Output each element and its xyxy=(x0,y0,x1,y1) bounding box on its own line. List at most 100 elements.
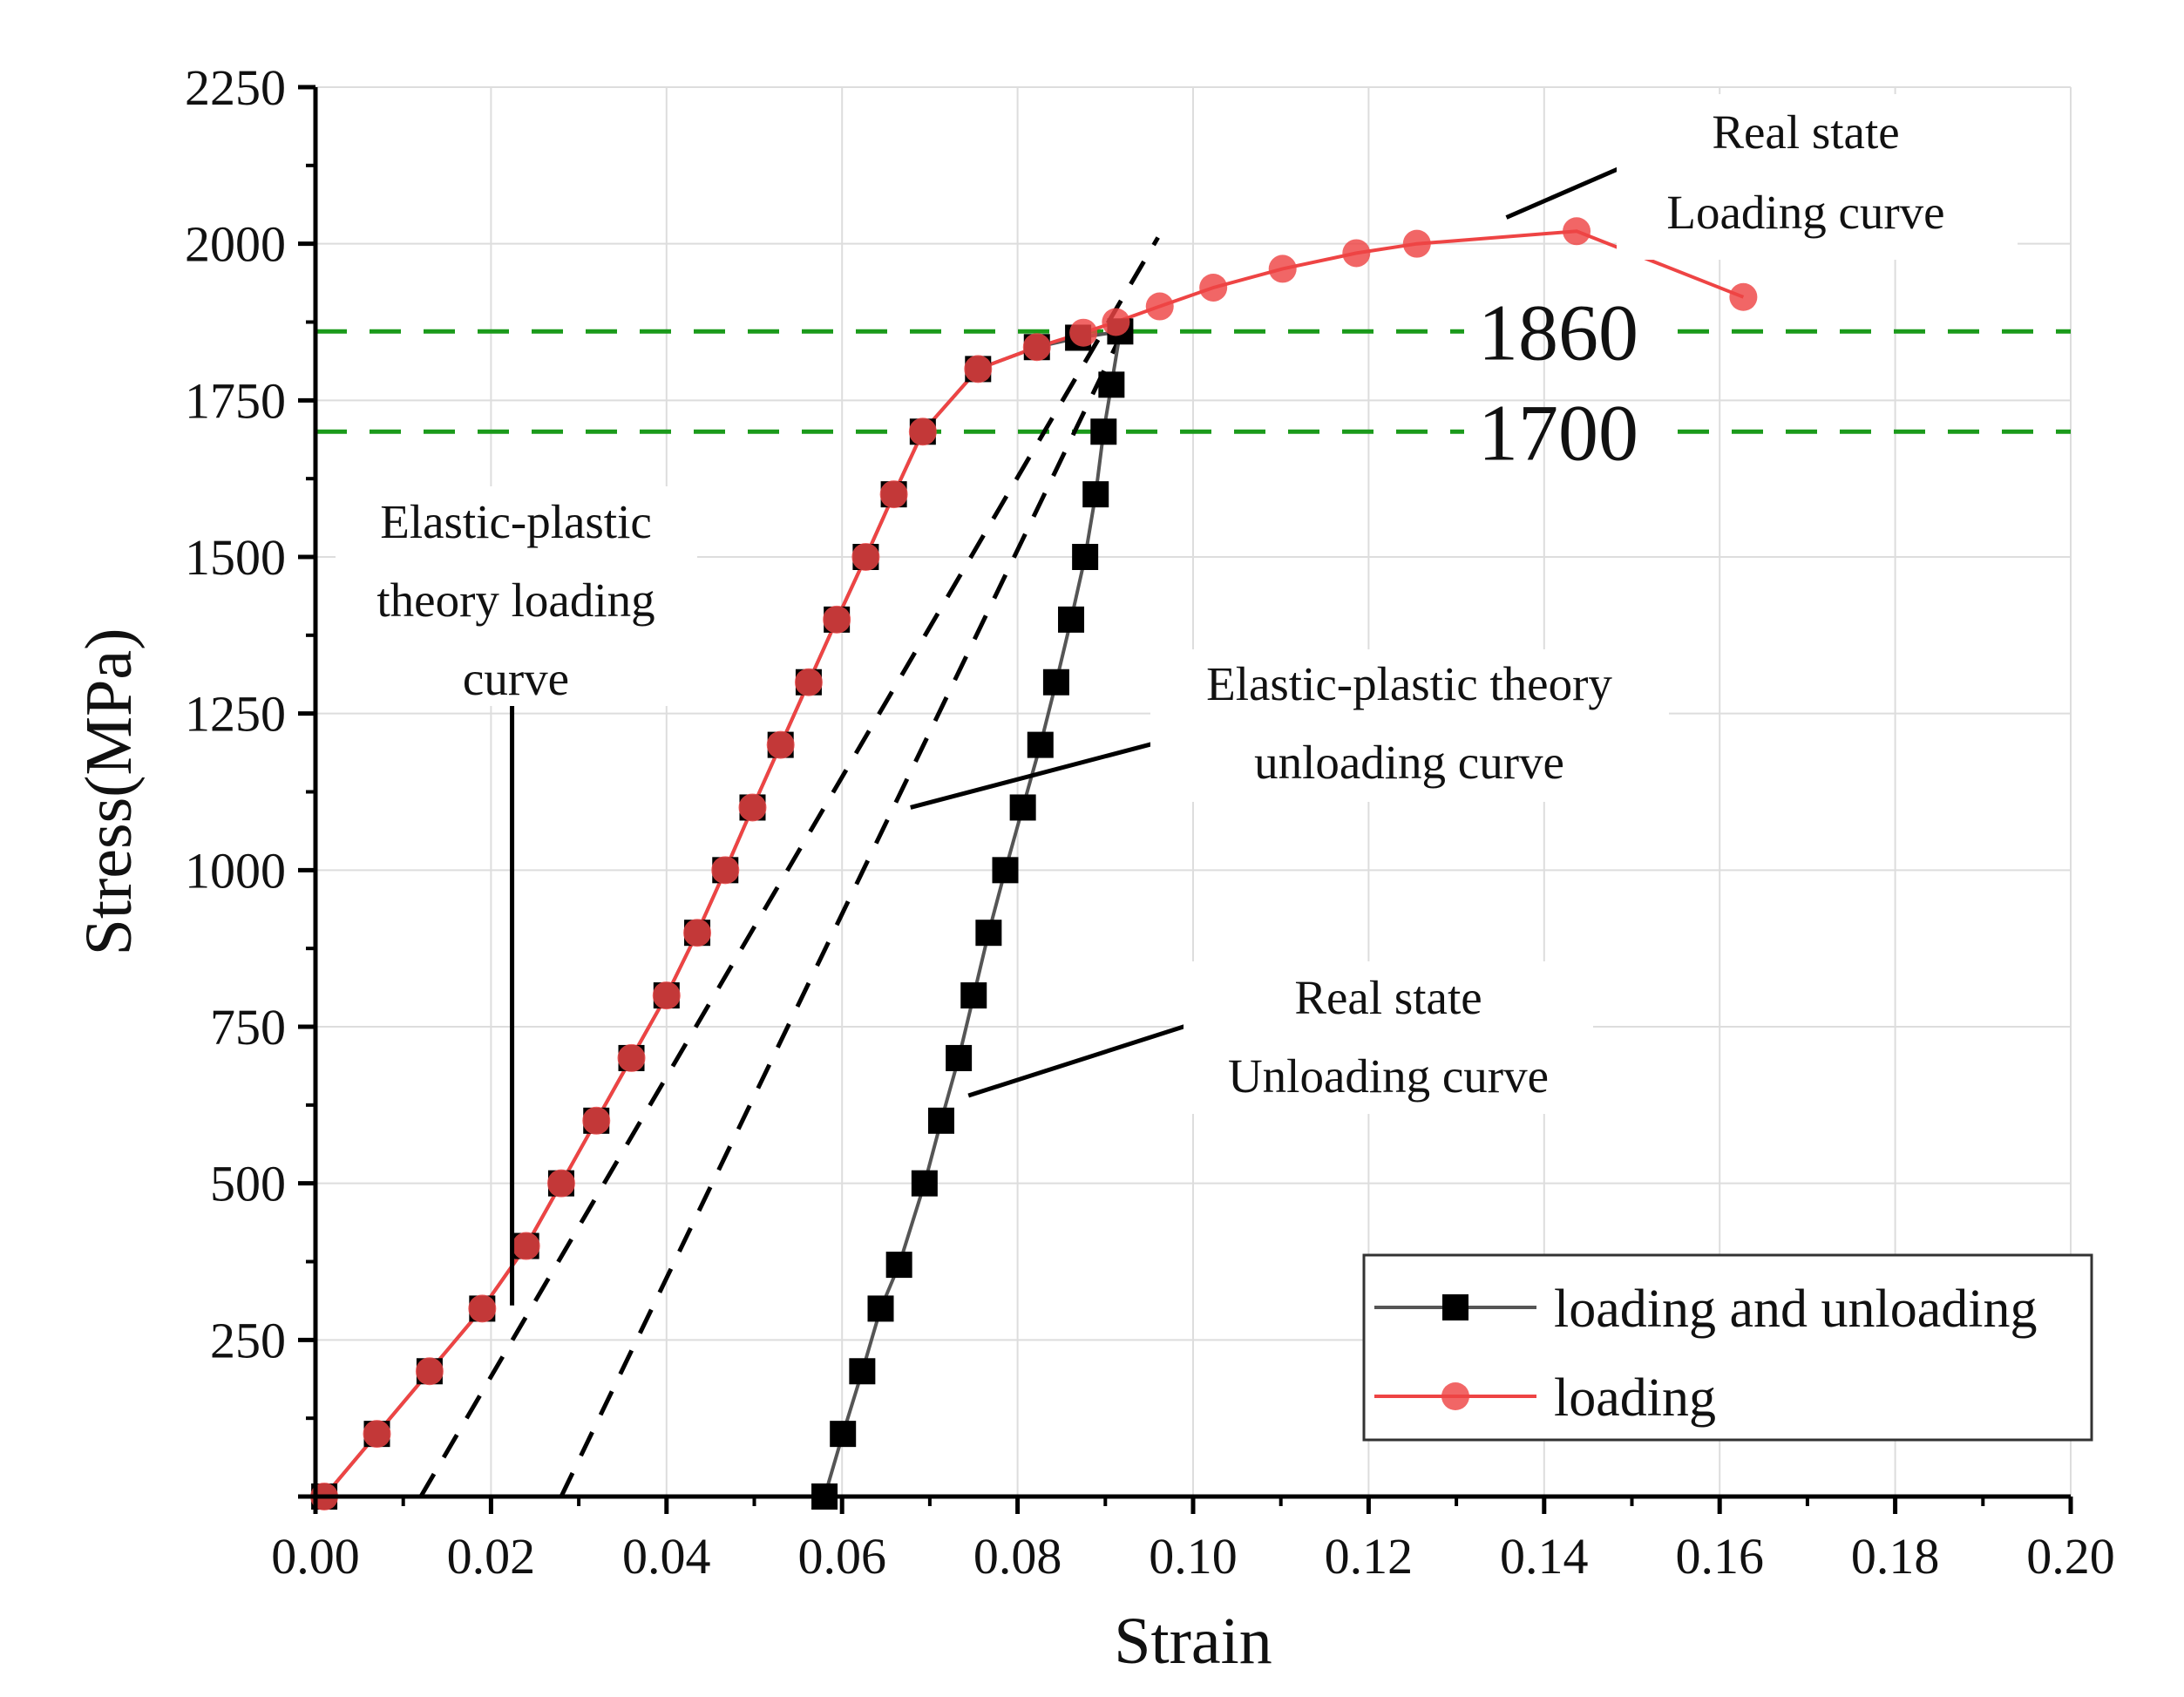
annotation-text-ep-loading: curve xyxy=(463,652,569,705)
x-tick-label: 0.06 xyxy=(797,1528,886,1585)
x-tick-label: 0.20 xyxy=(2026,1528,2115,1585)
legend-square-marker xyxy=(1442,1294,1468,1320)
circle-marker xyxy=(512,1232,540,1260)
circle-marker xyxy=(1145,292,1174,321)
circle-marker xyxy=(794,668,823,696)
circle-marker xyxy=(879,480,908,509)
y-tick-label: 1750 xyxy=(185,372,286,429)
square-marker xyxy=(849,1358,876,1385)
square-marker xyxy=(1082,481,1109,508)
annotation-text-ep-unloading: unloading curve xyxy=(1254,736,1564,789)
x-tick-label: 0.02 xyxy=(447,1528,536,1585)
x-tick-label: 0.10 xyxy=(1149,1528,1238,1585)
circle-marker xyxy=(468,1294,497,1323)
y-tick-label: 250 xyxy=(210,1312,286,1368)
square-marker xyxy=(1098,371,1125,398)
x-tick-label: 0.18 xyxy=(1851,1528,1940,1585)
circle-marker xyxy=(1402,229,1431,258)
square-marker xyxy=(885,1252,912,1279)
x-tick-label: 0.04 xyxy=(622,1528,711,1585)
x-tick-label: 0.14 xyxy=(1500,1528,1589,1585)
square-marker xyxy=(1072,544,1099,570)
y-tick-label: 2250 xyxy=(185,59,286,116)
annotation-text-ep-loading: Elastic-plastic xyxy=(380,495,652,548)
reference-lines: 1860 1700 xyxy=(315,288,2071,477)
square-marker xyxy=(1090,418,1117,445)
circle-marker xyxy=(582,1106,611,1135)
circle-marker xyxy=(851,543,880,571)
annotation-text-ep-loading: theory loading xyxy=(376,574,655,627)
theory-line-loading xyxy=(418,236,1160,1498)
x-axis-title: Strain xyxy=(1114,1605,1272,1678)
reference-label-1700: 1700 xyxy=(1478,388,1638,477)
legend-label: loading xyxy=(1554,1368,1716,1428)
circle-marker xyxy=(617,1043,646,1072)
circle-marker xyxy=(1199,273,1228,302)
legend-circle-marker xyxy=(1441,1382,1469,1410)
circle-marker xyxy=(652,981,681,1010)
square-marker xyxy=(927,1107,954,1134)
legend-box xyxy=(1362,1253,2093,1442)
theory-lines xyxy=(418,236,1160,1498)
circle-marker xyxy=(1102,308,1130,336)
legend-label: loading and unloading xyxy=(1554,1280,2037,1339)
x-tick-label: 0.16 xyxy=(1675,1528,1764,1585)
data-series xyxy=(310,217,1758,1510)
x-tick-label: 0.12 xyxy=(1325,1528,1414,1585)
y-tick-label: 1250 xyxy=(185,686,286,743)
square-marker xyxy=(960,982,987,1009)
square-marker xyxy=(975,920,1002,947)
square-marker xyxy=(867,1295,894,1322)
circle-marker xyxy=(1729,282,1758,311)
square-marker xyxy=(1027,731,1054,758)
annotation-text-real-unloading: Unloading curve xyxy=(1228,1049,1549,1103)
annotation-pointer-real-unloading xyxy=(967,1016,1210,1098)
annotations: Real state Loading curve Elastic-plastic th… xyxy=(336,94,2018,1306)
circle-marker xyxy=(1563,217,1591,246)
y-axis-title: Stress(MPa) xyxy=(72,628,146,956)
annotation-background-real-loading xyxy=(1617,94,2018,260)
annotation-text-real-loading: Real state xyxy=(1712,105,1899,159)
circle-marker xyxy=(683,919,712,947)
square-marker xyxy=(1042,669,1069,696)
square-marker xyxy=(1058,606,1085,633)
circle-marker xyxy=(711,856,740,885)
circle-marker xyxy=(1069,318,1098,347)
circle-marker xyxy=(1342,239,1371,268)
y-tick-label: 1000 xyxy=(185,842,286,899)
circle-marker xyxy=(823,605,851,634)
annotation-text-real-loading: Loading curve xyxy=(1666,186,1944,239)
circle-marker xyxy=(1022,333,1051,362)
y-tick-label: 500 xyxy=(210,1156,286,1212)
x-tick-label: 0.00 xyxy=(271,1528,360,1585)
y-tick-label: 1500 xyxy=(185,529,286,586)
circle-marker xyxy=(964,355,993,384)
axes: 0.00 0.02 0.04 0.06 0.08 0.10 0.12 0.14 0.16 0.18… xyxy=(72,59,2115,1678)
annotation-background-ep-unloading xyxy=(1150,649,1669,802)
circle-marker xyxy=(415,1357,444,1386)
square-marker xyxy=(911,1170,938,1197)
reference-label-1860: 1860 xyxy=(1478,288,1638,377)
annotation-text-ep-unloading: Elastic-plastic theory xyxy=(1206,657,1612,710)
circle-marker xyxy=(738,793,767,822)
annotation-text-real-unloading: Real state xyxy=(1294,971,1482,1024)
square-marker xyxy=(1009,794,1036,821)
circle-marker xyxy=(546,1169,575,1198)
square-marker xyxy=(992,857,1019,884)
annotation-pointer-ep-unloading xyxy=(910,735,1178,810)
annotation-pointer-real-loading xyxy=(1505,162,1629,220)
legend: loading and unloading loading xyxy=(1362,1253,2093,1442)
square-marker xyxy=(830,1421,857,1448)
circle-marker xyxy=(363,1420,391,1449)
circle-marker xyxy=(908,417,937,446)
square-marker xyxy=(946,1044,973,1071)
annotation-background-real-unloading xyxy=(1184,961,1593,1114)
y-tick-label: 750 xyxy=(210,999,286,1056)
circle-marker xyxy=(1268,255,1297,283)
theory-line-unloading xyxy=(559,330,1125,1498)
x-tick-label: 0.08 xyxy=(973,1528,1062,1585)
circle-marker xyxy=(766,730,795,759)
annotation-background-ep-loading xyxy=(336,486,697,706)
